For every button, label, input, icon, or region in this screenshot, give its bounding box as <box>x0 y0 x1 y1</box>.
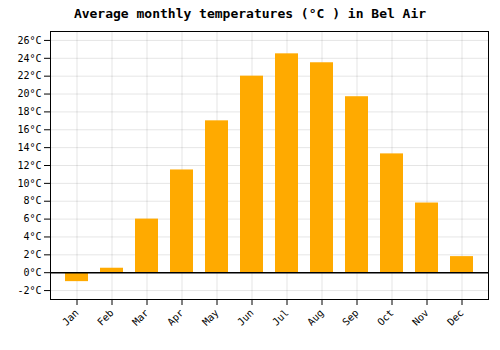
svg-text:6°C: 6°C <box>23 213 41 224</box>
svg-text:22°C: 22°C <box>17 70 41 81</box>
html-text:Average monthly temperatures (: Average monthly temperatures (°C ) in Be… <box>73 6 427 21</box>
svg-text:Mar: Mar <box>130 307 151 328</box>
svg-text:May: May <box>200 307 221 328</box>
svg-text:Sep: Sep <box>340 307 361 328</box>
svg-text:26°C: 26°C <box>17 35 41 46</box>
svg-text:Nov: Nov <box>410 307 431 328</box>
svg-text:Jan: Jan <box>60 307 81 328</box>
svg-text:18°C: 18°C <box>17 106 41 117</box>
svg-text:10°C: 10°C <box>17 178 41 189</box>
svg-text:14°C: 14°C <box>17 142 41 153</box>
svg-text:Dec: Dec <box>445 307 466 328</box>
svg-text:12°C: 12°C <box>17 160 41 171</box>
svg-text:20°C: 20°C <box>17 88 41 99</box>
svg-text:4°C: 4°C <box>23 231 41 242</box>
svg-text:-2°C: -2°C <box>17 285 41 296</box>
svg-text:0°C: 0°C <box>23 267 41 278</box>
svg-text:Jun: Jun <box>235 307 256 328</box>
svg-text:Oct: Oct <box>375 307 396 328</box>
svg-text:Feb: Feb <box>95 307 116 328</box>
svg-text:Aug: Aug <box>305 307 326 328</box>
svg-text:16°C: 16°C <box>17 124 41 135</box>
svg-text:Jul: Jul <box>270 307 291 328</box>
svg-text:8°C: 8°C <box>23 195 41 206</box>
svg-text:Apr: Apr <box>165 307 186 328</box>
svg-text:2°C: 2°C <box>23 249 41 260</box>
svg-text:24°C: 24°C <box>17 53 41 64</box>
